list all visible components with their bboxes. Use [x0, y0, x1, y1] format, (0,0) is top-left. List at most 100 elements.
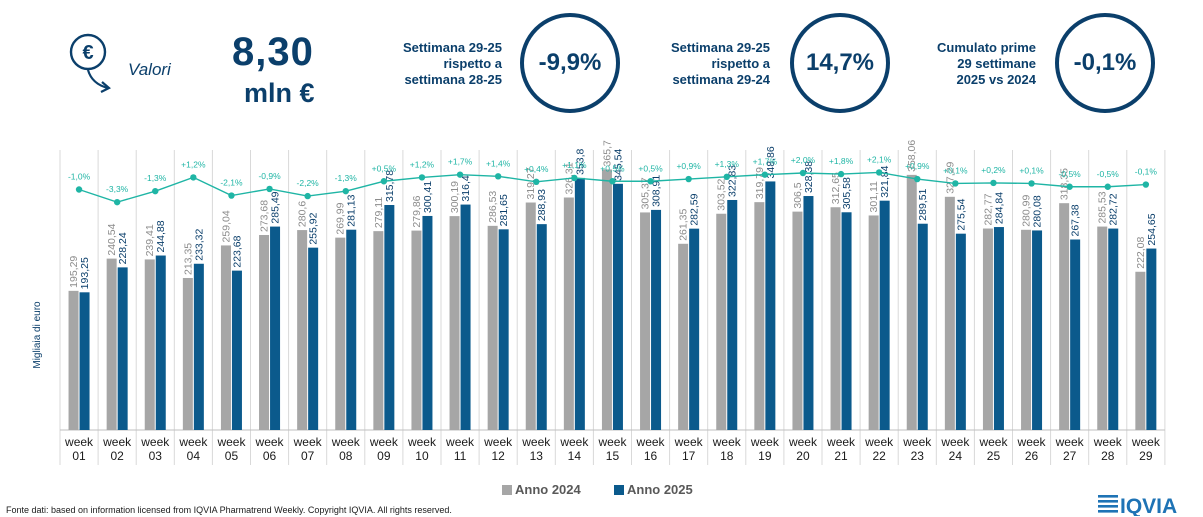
bar-2024 — [525, 202, 536, 430]
bar-2025 — [193, 263, 204, 430]
cumulative-change-label: +1,3% — [715, 159, 740, 169]
data-label-2025: 267,38 — [1070, 204, 1082, 236]
bar-2024 — [411, 230, 422, 430]
bar-2024 — [144, 259, 155, 430]
x-tick-label: week 15 — [597, 435, 627, 463]
x-tick-label: week 14 — [559, 435, 589, 463]
bar-2025 — [689, 228, 700, 430]
cumulative-change-point — [647, 178, 654, 185]
cumulative-change-label: +0,9% — [905, 161, 930, 171]
x-tick-label: week 07 — [293, 435, 323, 463]
x-tick-label: week 25 — [978, 435, 1008, 463]
source-footnote: Fonte dati: based on information license… — [6, 505, 452, 515]
data-label-2025: 275,54 — [955, 198, 967, 230]
bar-2024 — [1059, 203, 1070, 430]
bar-2024 — [487, 225, 498, 430]
bar-2025 — [1070, 239, 1081, 430]
cumulative-change-point — [113, 198, 121, 206]
data-label-2024: 239,41 — [144, 224, 156, 256]
x-tick-label: week 23 — [902, 435, 932, 463]
data-label-2025: 289,51 — [917, 188, 929, 220]
data-label-2025: 254,65 — [1146, 213, 1158, 245]
x-tick-label: week 17 — [674, 435, 704, 463]
bar-2024 — [68, 290, 79, 430]
bar-2025 — [651, 209, 662, 430]
x-tick-label: week 19 — [750, 435, 780, 463]
cumulative-change-point — [1028, 180, 1035, 187]
data-label-2024: 273,68 — [259, 200, 271, 232]
data-label-2024: 261,35 — [678, 209, 690, 241]
data-label-2024: 222,08 — [1135, 236, 1147, 268]
bar-2025 — [498, 229, 509, 430]
kpi-label-cumulative: Cumulato prime 29 settimane 2025 vs 2024 — [876, 40, 1036, 88]
data-label-2024: 282,77 — [982, 193, 994, 225]
cumulative-change-label: -1,0% — [68, 172, 91, 182]
data-label-2025: 316,4 — [460, 175, 472, 201]
bar-2024 — [640, 212, 651, 430]
data-label-2024: 312,65 — [830, 172, 842, 204]
kpi-circle-cumulative: -0,1% — [1055, 13, 1155, 113]
kpi-header: € Valori 8,30 mln € Settimana 29-25 risp… — [0, 0, 1203, 130]
data-label-2024: 279,86 — [411, 195, 423, 227]
cumulative-change-label: -2,2% — [297, 178, 320, 188]
bar-2024 — [563, 197, 574, 430]
cumulative-change-point — [380, 178, 388, 185]
bar-2024 — [182, 277, 193, 430]
cumulative-change-label: +2,1% — [867, 154, 892, 164]
bar-2025 — [1146, 248, 1157, 430]
bar-2024 — [944, 196, 955, 430]
bar-2025 — [346, 229, 357, 430]
cumulative-change-point — [190, 174, 197, 181]
bar-2025 — [460, 204, 471, 430]
data-label-2025: 228,24 — [117, 232, 129, 264]
data-label-2025: 348,86 — [765, 146, 777, 178]
cumulative-change-point — [761, 171, 769, 178]
data-label-2024: 358,06 — [906, 140, 918, 172]
x-tick-label: week 06 — [255, 435, 285, 463]
iqvia-logo: IQVIA — [1098, 495, 1177, 516]
bar-2024 — [906, 174, 917, 430]
x-tick-label: week 01 — [64, 435, 94, 463]
data-label-2024: 301,11 — [868, 181, 880, 212]
kpi-label-week-vs-last-year: Settimana 29-25 rispetto a settimana 29-… — [610, 40, 770, 88]
cumulative-change-label: -2,1% — [220, 178, 243, 188]
cumulative-change-point — [456, 171, 464, 178]
legend-swatch-2024 — [502, 485, 512, 495]
big-unit: mln € — [244, 78, 315, 108]
cumulative-change-label: -0,5% — [1097, 169, 1120, 179]
data-label-2024: 286,53 — [487, 191, 499, 223]
bar-2024 — [792, 211, 803, 430]
cumulative-change-point — [533, 178, 540, 185]
x-tick-label: week 09 — [369, 435, 399, 463]
bar-2025 — [574, 177, 585, 430]
bar-2025 — [917, 223, 928, 430]
cumulative-change-label: +1,4% — [486, 158, 511, 168]
cumulative-change-label: -0,1% — [1135, 167, 1158, 177]
bar-2025 — [955, 233, 966, 430]
data-label-2024: 305,37 — [640, 177, 652, 209]
cumulative-change-label: +1,2% — [410, 159, 435, 169]
bar-2025 — [1108, 228, 1119, 430]
cumulative-change-point — [1066, 183, 1073, 190]
legend-label-2024: Anno 2024 — [515, 482, 582, 497]
data-label-2025: 353,8 — [574, 148, 586, 174]
x-tick-label: week 16 — [636, 435, 666, 463]
bar-2024 — [1021, 229, 1032, 430]
data-label-2025: 285,49 — [270, 191, 282, 223]
x-tick-label: week 10 — [407, 435, 437, 463]
data-label-2024: 318,35 — [1059, 168, 1071, 200]
bar-2025 — [536, 224, 547, 430]
bar-2025 — [612, 183, 623, 430]
data-label-2024: 259,04 — [220, 210, 232, 242]
bar-2024 — [678, 243, 689, 430]
cumulative-change-label: +1,2% — [181, 159, 206, 169]
bar-2025 — [841, 212, 852, 430]
cumulative-change-label: +0,5% — [600, 163, 625, 173]
data-label-2024: 303,52 — [716, 178, 728, 210]
x-tick-label: week 27 — [1055, 435, 1085, 463]
data-label-2025: 328,38 — [803, 161, 815, 193]
x-tick-label: week 11 — [445, 435, 475, 463]
data-label-2024: 280,6 — [297, 201, 309, 227]
bar-2024 — [1135, 271, 1146, 430]
bar-2024 — [868, 215, 879, 430]
